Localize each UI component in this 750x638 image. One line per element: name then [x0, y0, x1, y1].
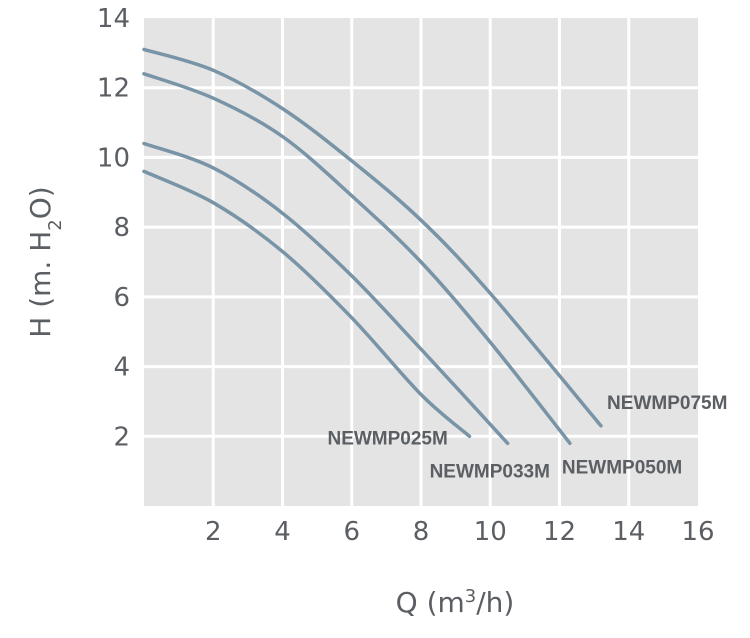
- series-labels: NEWMP025M NEWMP033M NEWMP050M NEWMP075M: [327, 393, 727, 482]
- series-label-newmp075m: NEWMP075M: [607, 393, 727, 414]
- y-axis-title-tail: O): [24, 186, 57, 219]
- y-axis-title: H (m. H2O): [24, 186, 66, 337]
- y-axis-title-main: H (m. H: [24, 231, 57, 338]
- series-label-newmp025m: NEWMP025M: [327, 428, 447, 449]
- x-axis-title-main: Q (m: [396, 586, 465, 619]
- y-axis-title-sub: 2: [45, 219, 66, 230]
- x-tick-label: 14: [612, 517, 645, 547]
- x-axis-title-tail: /h): [476, 586, 514, 619]
- y-tick-label: 12: [97, 74, 130, 104]
- series-line-newmp075m: [142, 47, 603, 428]
- series-lines: [142, 47, 603, 446]
- tick-labels: 2 4 6 8 10 12 14 16 2 4 6 8 10 12 14: [97, 4, 715, 547]
- y-tick-label: 8: [113, 213, 130, 243]
- x-tick-label: 8: [413, 517, 430, 547]
- x-tick-label: 6: [343, 517, 360, 547]
- x-tick-label: 2: [205, 517, 222, 547]
- y-tick-label: 6: [113, 283, 130, 313]
- series-label-newmp033m: NEWMP033M: [430, 461, 550, 482]
- series-line-newmp025m: [142, 169, 472, 439]
- series-line-newmp033m: [142, 141, 510, 446]
- y-tick-label: 14: [97, 4, 130, 34]
- y-tick-label: 10: [97, 143, 130, 173]
- y-tick-label: 4: [113, 353, 130, 383]
- series-line-newmp050m: [142, 72, 572, 446]
- y-tick-label: 2: [113, 422, 130, 452]
- x-tick-label: 16: [681, 517, 714, 547]
- x-axis-title: Q (m3/h): [396, 586, 515, 620]
- grid-lines: [144, 18, 698, 506]
- x-axis-title-sup: 3: [465, 586, 476, 607]
- x-tick-label: 10: [474, 517, 507, 547]
- series-label-newmp050m: NEWMP050M: [562, 457, 682, 478]
- x-tick-label: 4: [274, 517, 291, 547]
- x-tick-label: 12: [543, 517, 576, 547]
